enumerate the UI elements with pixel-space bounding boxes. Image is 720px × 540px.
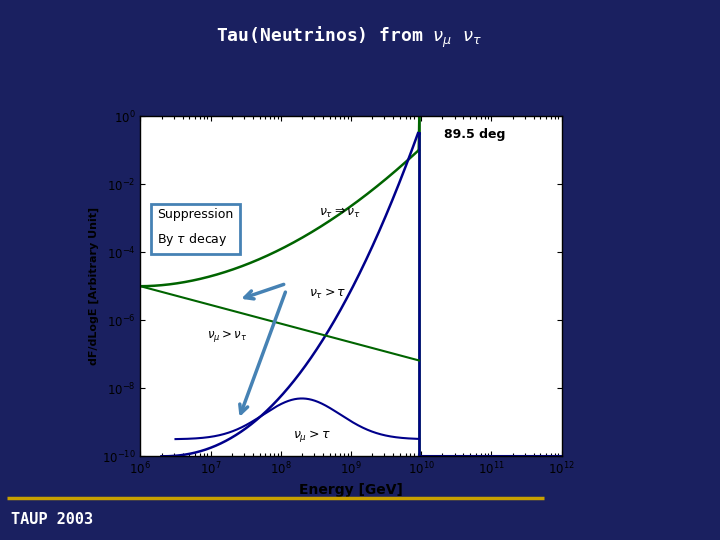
Text: $\nu_\mu > \tau$: $\nu_\mu > \tau$	[293, 428, 331, 444]
Text: Suppression
By $\tau$ decay: Suppression By $\tau$ decay	[157, 208, 233, 247]
Y-axis label: dF/dLogE [Arbitrary Unit]: dF/dLogE [Arbitrary Unit]	[89, 207, 99, 365]
X-axis label: Energy [GeV]: Energy [GeV]	[299, 483, 403, 497]
Text: 89.5 deg: 89.5 deg	[444, 128, 505, 141]
Text: $\nu_\mu > \nu_\tau$: $\nu_\mu > \nu_\tau$	[207, 328, 248, 344]
Text: $\nu_\tau \Rightarrow \nu_\tau$: $\nu_\tau \Rightarrow \nu_\tau$	[319, 205, 361, 220]
Text: TAUP 2003: TAUP 2003	[11, 511, 93, 526]
Text: Tau(Neutrinos) from $\nu_\mu$ $\nu_\tau$: Tau(Neutrinos) from $\nu_\mu$ $\nu_\tau$	[216, 24, 482, 50]
Text: $\nu_\tau > \tau$: $\nu_\tau > \tau$	[309, 286, 346, 301]
